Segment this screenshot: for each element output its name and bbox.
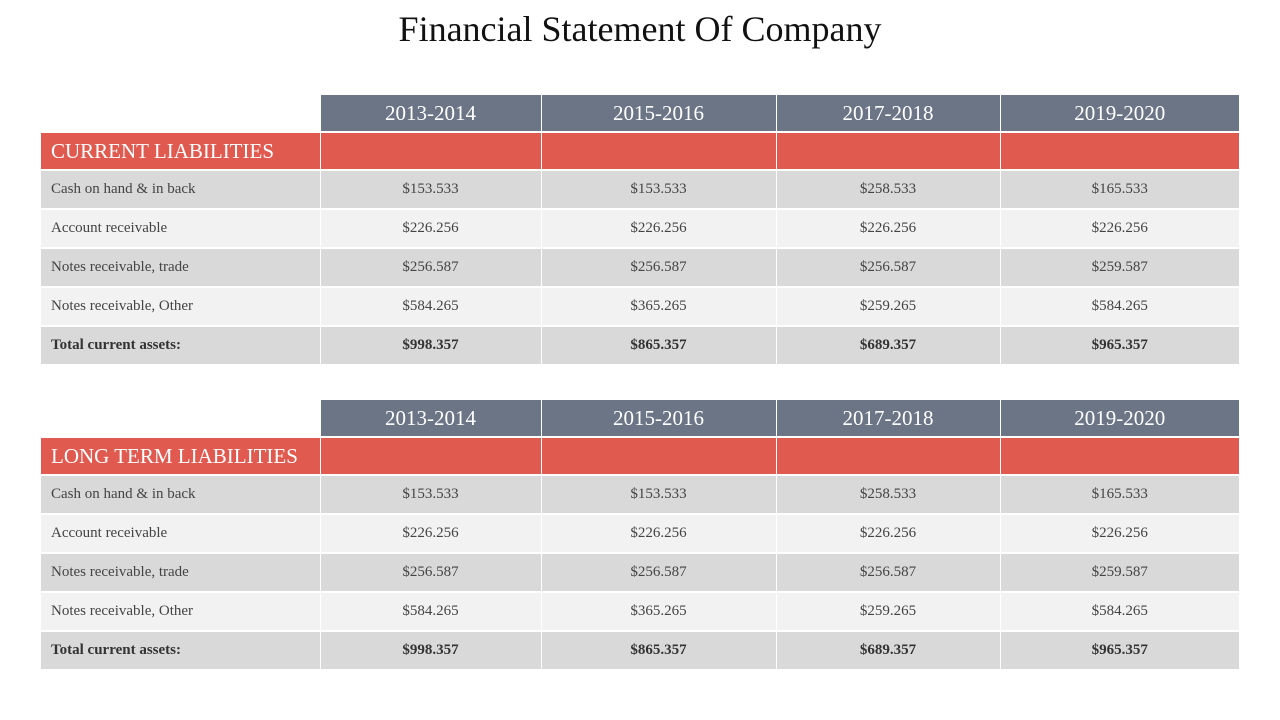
header-blank-cell (41, 95, 321, 133)
row-label: Notes receivable, Other (41, 592, 321, 632)
value-cell: $165.533 (1000, 475, 1239, 515)
row-label: Cash on hand & in back (41, 170, 321, 210)
year-header: 2015-2016 (541, 95, 777, 133)
value-cell: $226.256 (1000, 209, 1239, 249)
year-header: 2015-2016 (541, 400, 777, 438)
value-cell: $365.265 (541, 287, 777, 327)
header-blank-cell (41, 400, 321, 438)
row-label: Notes receivable, trade (41, 248, 321, 288)
year-header-row: 2013-2014 2015-2016 2017-2018 2019-2020 (41, 400, 1239, 438)
year-header: 2019-2020 (1000, 400, 1239, 438)
year-header: 2017-2018 (776, 400, 1001, 438)
section-header-row: LONG TERM LIABILITIES (41, 437, 1239, 476)
value-cell: $226.256 (776, 514, 1001, 554)
value-cell: $256.587 (320, 248, 542, 288)
year-header: 2013-2014 (320, 400, 542, 438)
table-row: Notes receivable, Other $584.265 $365.26… (41, 287, 1239, 327)
year-header: 2013-2014 (320, 95, 542, 133)
value-cell: $689.357 (776, 326, 1001, 366)
total-row: Total current assets: $998.357 $865.357 … (41, 326, 1239, 366)
table-row: Notes receivable, trade $256.587 $256.58… (41, 553, 1239, 593)
total-row: Total current assets: $998.357 $865.357 … (41, 631, 1239, 671)
value-cell: $256.587 (320, 553, 542, 593)
row-label: Total current assets: (41, 326, 321, 366)
section-title: LONG TERM LIABILITIES (41, 437, 321, 476)
section-fill-cell (320, 132, 542, 171)
value-cell: $689.357 (776, 631, 1001, 671)
value-cell: $256.587 (541, 248, 777, 288)
value-cell: $998.357 (320, 326, 542, 366)
row-label: Notes receivable, trade (41, 553, 321, 593)
year-header-row: 2013-2014 2015-2016 2017-2018 2019-2020 (41, 95, 1239, 133)
value-cell: $965.357 (1000, 326, 1239, 366)
long-term-liabilities-table: 2013-2014 2015-2016 2017-2018 2019-2020 … (41, 400, 1239, 671)
section-fill-cell (1000, 437, 1239, 476)
table-row: Notes receivable, trade $256.587 $256.58… (41, 248, 1239, 288)
value-cell: $226.256 (320, 209, 542, 249)
value-cell: $965.357 (1000, 631, 1239, 671)
row-label: Account receivable (41, 209, 321, 249)
section-header-row: CURRENT LIABILITIES (41, 132, 1239, 171)
section-fill-cell (776, 437, 1001, 476)
section-title: CURRENT LIABILITIES (41, 132, 321, 171)
section-fill-cell (776, 132, 1001, 171)
year-header: 2017-2018 (776, 95, 1001, 133)
table-row: Notes receivable, Other $584.265 $365.26… (41, 592, 1239, 632)
section-fill-cell (541, 437, 777, 476)
value-cell: $865.357 (541, 631, 777, 671)
value-cell: $256.587 (776, 248, 1001, 288)
table-row: Account receivable $226.256 $226.256 $22… (41, 514, 1239, 554)
value-cell: $256.587 (776, 553, 1001, 593)
value-cell: $226.256 (541, 514, 777, 554)
value-cell: $256.587 (541, 553, 777, 593)
value-cell: $226.256 (320, 514, 542, 554)
current-liabilities-table: 2013-2014 2015-2016 2017-2018 2019-2020 … (41, 95, 1239, 366)
year-header: 2019-2020 (1000, 95, 1239, 133)
row-label: Total current assets: (41, 631, 321, 671)
value-cell: $259.265 (776, 592, 1001, 632)
value-cell: $259.265 (776, 287, 1001, 327)
value-cell: $584.265 (1000, 592, 1239, 632)
section-fill-cell (541, 132, 777, 171)
value-cell: $365.265 (541, 592, 777, 632)
table-row: Cash on hand & in back $153.533 $153.533… (41, 170, 1239, 210)
value-cell: $584.265 (1000, 287, 1239, 327)
value-cell: $153.533 (541, 170, 777, 210)
value-cell: $165.533 (1000, 170, 1239, 210)
row-label: Notes receivable, Other (41, 287, 321, 327)
value-cell: $153.533 (320, 475, 542, 515)
value-cell: $584.265 (320, 592, 542, 632)
table-row: Account receivable $226.256 $226.256 $22… (41, 209, 1239, 249)
value-cell: $153.533 (541, 475, 777, 515)
value-cell: $226.256 (1000, 514, 1239, 554)
value-cell: $584.265 (320, 287, 542, 327)
value-cell: $998.357 (320, 631, 542, 671)
value-cell: $258.533 (776, 475, 1001, 515)
section-fill-cell (1000, 132, 1239, 171)
value-cell: $258.533 (776, 170, 1001, 210)
table-row: Cash on hand & in back $153.533 $153.533… (41, 475, 1239, 515)
value-cell: $226.256 (776, 209, 1001, 249)
value-cell: $259.587 (1000, 553, 1239, 593)
value-cell: $153.533 (320, 170, 542, 210)
value-cell: $259.587 (1000, 248, 1239, 288)
row-label: Cash on hand & in back (41, 475, 321, 515)
row-label: Account receivable (41, 514, 321, 554)
value-cell: $226.256 (541, 209, 777, 249)
section-fill-cell (320, 437, 542, 476)
value-cell: $865.357 (541, 326, 777, 366)
page-title: Financial Statement Of Company (398, 9, 882, 49)
